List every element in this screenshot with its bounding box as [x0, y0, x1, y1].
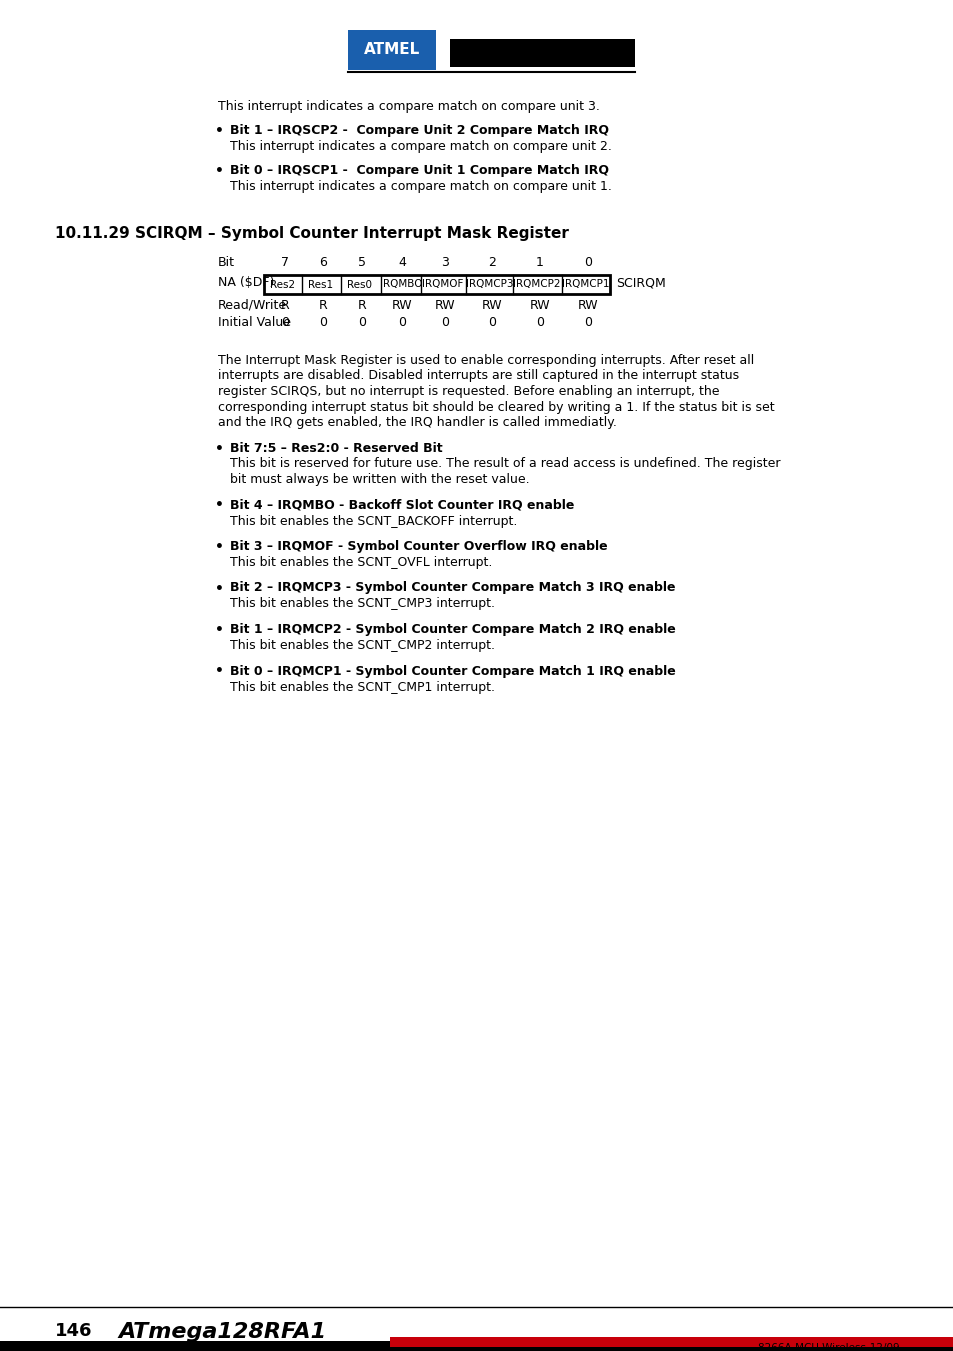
- Text: 0: 0: [318, 316, 327, 330]
- Text: SCIRQM: SCIRQM: [616, 276, 665, 289]
- Text: This bit enables the SCNT_CMP1 interrupt.: This bit enables the SCNT_CMP1 interrupt…: [230, 681, 495, 693]
- Text: This bit enables the SCNT_CMP2 interrupt.: This bit enables the SCNT_CMP2 interrupt…: [230, 639, 495, 653]
- Text: ATMEL: ATMEL: [363, 42, 419, 58]
- Text: Res2: Res2: [270, 280, 295, 289]
- Text: 0: 0: [281, 316, 289, 330]
- Bar: [264, 276, 609, 295]
- Text: •: •: [214, 581, 224, 596]
- Text: 0: 0: [536, 316, 543, 330]
- Text: Bit: Bit: [218, 255, 234, 269]
- Polygon shape: [355, 38, 424, 65]
- Text: 10.11.29 SCIRQM – Symbol Counter Interrupt Mask Register: 10.11.29 SCIRQM – Symbol Counter Interru…: [55, 226, 568, 240]
- Text: •: •: [214, 499, 224, 512]
- Text: NA ($DF): NA ($DF): [218, 276, 274, 289]
- Text: IRQMCP1: IRQMCP1: [561, 280, 609, 289]
- Text: Bit 3 – IRQMOF - Symbol Counter Overflow IRQ enable: Bit 3 – IRQMOF - Symbol Counter Overflow…: [230, 540, 607, 553]
- Text: Read/Write: Read/Write: [218, 299, 287, 312]
- Bar: [450, 39, 635, 68]
- Text: RW: RW: [529, 299, 550, 312]
- Text: interrupts are disabled. Disabled interrupts are still captured in the interrupt: interrupts are disabled. Disabled interr…: [218, 370, 739, 382]
- Text: •: •: [214, 163, 224, 178]
- Text: 7: 7: [281, 255, 289, 269]
- Text: •: •: [214, 665, 224, 678]
- Text: ATmega128RFA1: ATmega128RFA1: [118, 1323, 326, 1342]
- Text: This interrupt indicates a compare match on compare unit 1.: This interrupt indicates a compare match…: [230, 180, 611, 193]
- Text: RW: RW: [481, 299, 502, 312]
- Text: Initial Value: Initial Value: [218, 316, 291, 330]
- Text: 0: 0: [357, 316, 366, 330]
- Text: Res1: Res1: [308, 280, 334, 289]
- Text: •: •: [214, 442, 224, 455]
- Text: Bit 7:5 – Res2:0 - Reserved Bit: Bit 7:5 – Res2:0 - Reserved Bit: [230, 442, 442, 454]
- Text: •: •: [214, 540, 224, 554]
- Text: 5: 5: [357, 255, 366, 269]
- Text: 0: 0: [397, 316, 406, 330]
- Text: R: R: [318, 299, 327, 312]
- Text: IRQMCP2: IRQMCP2: [513, 280, 560, 289]
- Text: R: R: [357, 299, 366, 312]
- Text: This bit is reserved for future use. The result of a read access is undefined. T: This bit is reserved for future use. The…: [230, 458, 780, 470]
- Text: 0: 0: [583, 255, 592, 269]
- Text: This interrupt indicates a compare match on compare unit 3.: This interrupt indicates a compare match…: [218, 100, 599, 113]
- Text: IRQMCP3: IRQMCP3: [465, 280, 513, 289]
- Text: 146: 146: [55, 1323, 92, 1340]
- Text: 6: 6: [318, 255, 327, 269]
- Text: RW: RW: [392, 299, 412, 312]
- Text: 0: 0: [440, 316, 449, 330]
- Text: This bit enables the SCNT_OVFL interrupt.: This bit enables the SCNT_OVFL interrupt…: [230, 557, 492, 569]
- Text: Res0: Res0: [347, 280, 372, 289]
- Text: Bit 2 – IRQMCP3 - Symbol Counter Compare Match 3 IRQ enable: Bit 2 – IRQMCP3 - Symbol Counter Compare…: [230, 581, 675, 594]
- Text: and the IRQ gets enabled, the IRQ handler is called immediatly.: and the IRQ gets enabled, the IRQ handle…: [218, 416, 617, 430]
- Text: 8266A-MCU Wireless-12/09: 8266A-MCU Wireless-12/09: [758, 1343, 899, 1351]
- Text: R: R: [280, 299, 289, 312]
- Text: ATMEL: ATMEL: [356, 43, 423, 61]
- Bar: [348, 30, 436, 70]
- Text: 2: 2: [488, 255, 496, 269]
- Text: Bit 4 – IRQMBO - Backoff Slot Counter IRQ enable: Bit 4 – IRQMBO - Backoff Slot Counter IR…: [230, 499, 574, 512]
- Text: 0: 0: [583, 316, 592, 330]
- Text: RW: RW: [435, 299, 455, 312]
- Bar: [0, 1342, 953, 1351]
- Text: •: •: [214, 623, 224, 638]
- Text: 4: 4: [397, 255, 406, 269]
- Text: Bit 0 – IRQMCP1 - Symbol Counter Compare Match 1 IRQ enable: Bit 0 – IRQMCP1 - Symbol Counter Compare…: [230, 665, 675, 677]
- Bar: [390, 1337, 953, 1347]
- Text: bit must always be written with the reset value.: bit must always be written with the rese…: [230, 473, 529, 486]
- Text: This interrupt indicates a compare match on compare unit 2.: This interrupt indicates a compare match…: [230, 141, 611, 153]
- Text: 3: 3: [440, 255, 449, 269]
- Text: Bit 1 – IRQMCP2 - Symbol Counter Compare Match 2 IRQ enable: Bit 1 – IRQMCP2 - Symbol Counter Compare…: [230, 623, 675, 636]
- Text: This bit enables the SCNT_BACKOFF interrupt.: This bit enables the SCNT_BACKOFF interr…: [230, 515, 517, 527]
- Text: 0: 0: [488, 316, 496, 330]
- Text: Bit 0 – IRQSCP1 -  Compare Unit 1 Compare Match IRQ: Bit 0 – IRQSCP1 - Compare Unit 1 Compare…: [230, 163, 608, 177]
- Text: 1: 1: [536, 255, 543, 269]
- Text: Bit 1 – IRQSCP2 -  Compare Unit 2 Compare Match IRQ: Bit 1 – IRQSCP2 - Compare Unit 2 Compare…: [230, 124, 608, 136]
- Text: RW: RW: [578, 299, 598, 312]
- Text: •: •: [214, 124, 224, 138]
- Text: This bit enables the SCNT_CMP3 interrupt.: This bit enables the SCNT_CMP3 interrupt…: [230, 597, 495, 611]
- Text: IRQMBO: IRQMBO: [379, 280, 422, 289]
- Text: register SCIRQS, but no interrupt is requested. Before enabling an interrupt, th: register SCIRQS, but no interrupt is req…: [218, 385, 719, 399]
- Text: corresponding interrupt status bit should be cleared by writing a 1. If the stat: corresponding interrupt status bit shoul…: [218, 400, 774, 413]
- Text: IRQMOF: IRQMOF: [422, 280, 463, 289]
- Text: The Interrupt Mask Register is used to enable corresponding interrupts. After re: The Interrupt Mask Register is used to e…: [218, 354, 754, 367]
